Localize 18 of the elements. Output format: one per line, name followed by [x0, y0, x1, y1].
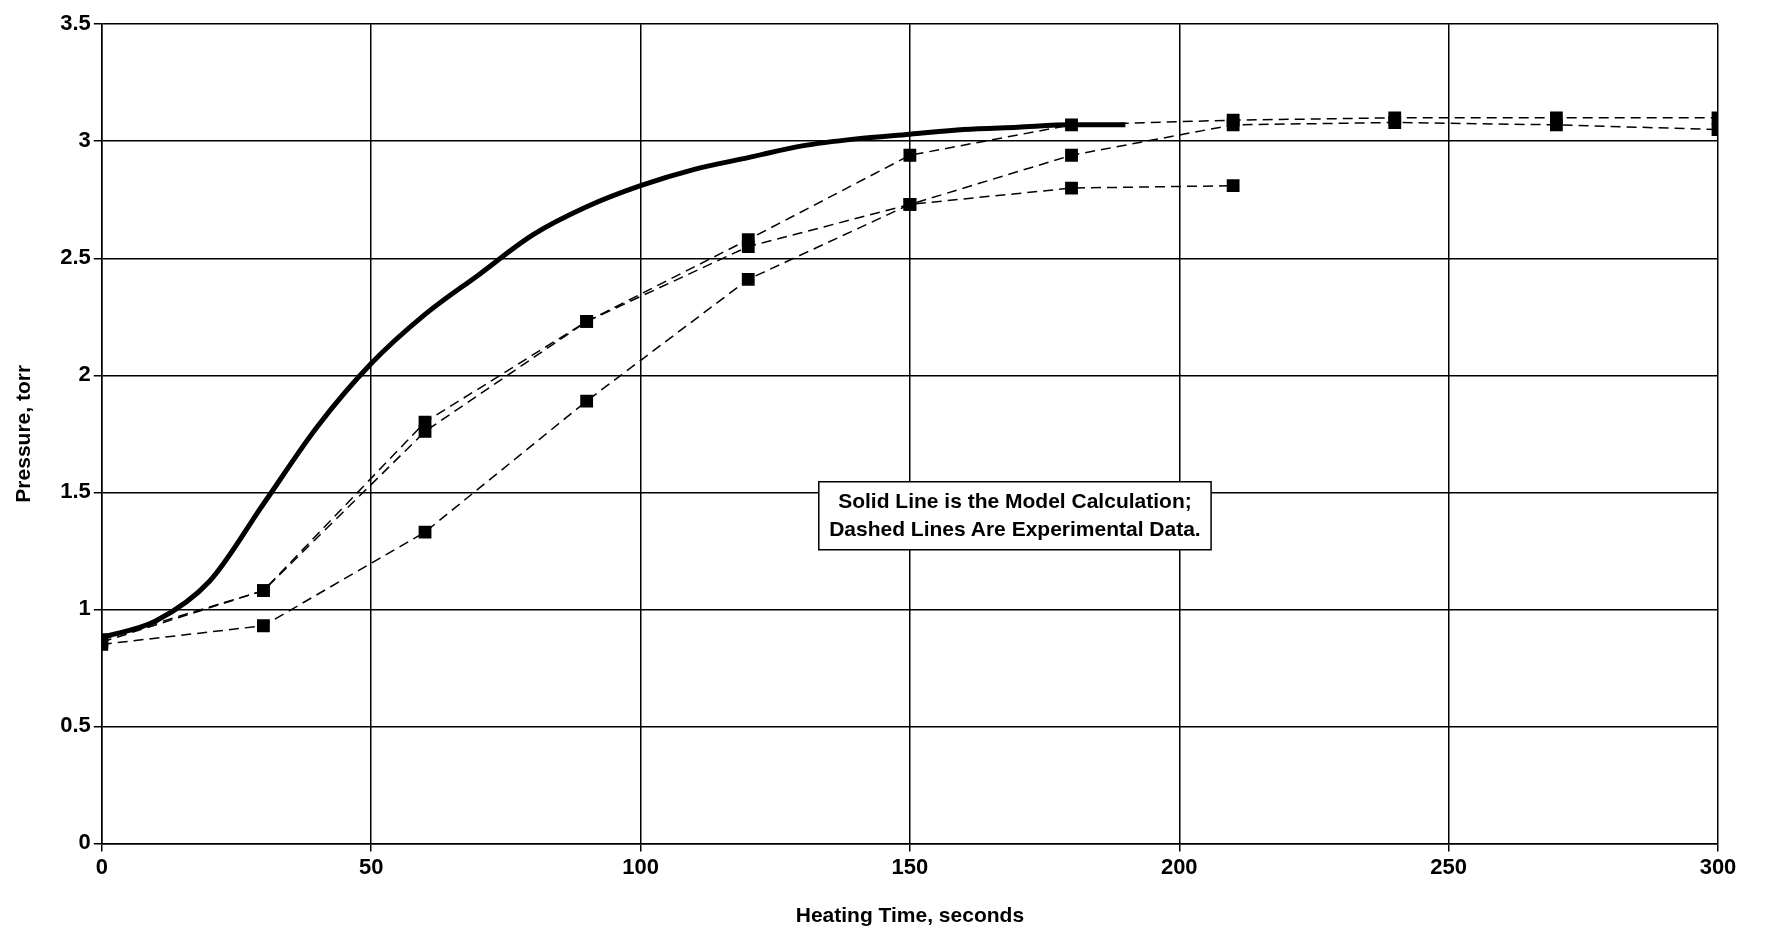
- annotation: Solid Line is the Model Calculation; Dashed Lines Are Experimental Data.: [829, 488, 1201, 540]
- y-tick-label: 0: [78, 829, 91, 855]
- x-tick-label: 100: [622, 853, 659, 879]
- y-tick-label: 2: [78, 361, 91, 387]
- y-tick-label: 3: [78, 127, 91, 153]
- x-tick-label: 300: [1699, 853, 1737, 879]
- x-tick-label: 200: [1160, 853, 1198, 879]
- x-tick-label: 150: [891, 853, 929, 879]
- x-axis-title: Heating Time, seconds: [795, 903, 1025, 927]
- y-tick-label: 0.5: [60, 712, 91, 738]
- y-tick-label: 2.5: [60, 244, 91, 270]
- y-tick-label: 3.5: [60, 10, 91, 36]
- x-tick-label: 50: [358, 853, 384, 879]
- x-tick-label: 250: [1430, 853, 1467, 879]
- y-tick-label: 1: [78, 595, 91, 621]
- x-tick-label: 0: [95, 853, 108, 879]
- y-axis-title: Pressure, torr: [11, 364, 35, 503]
- y-tick-label: 1.5: [60, 478, 91, 504]
